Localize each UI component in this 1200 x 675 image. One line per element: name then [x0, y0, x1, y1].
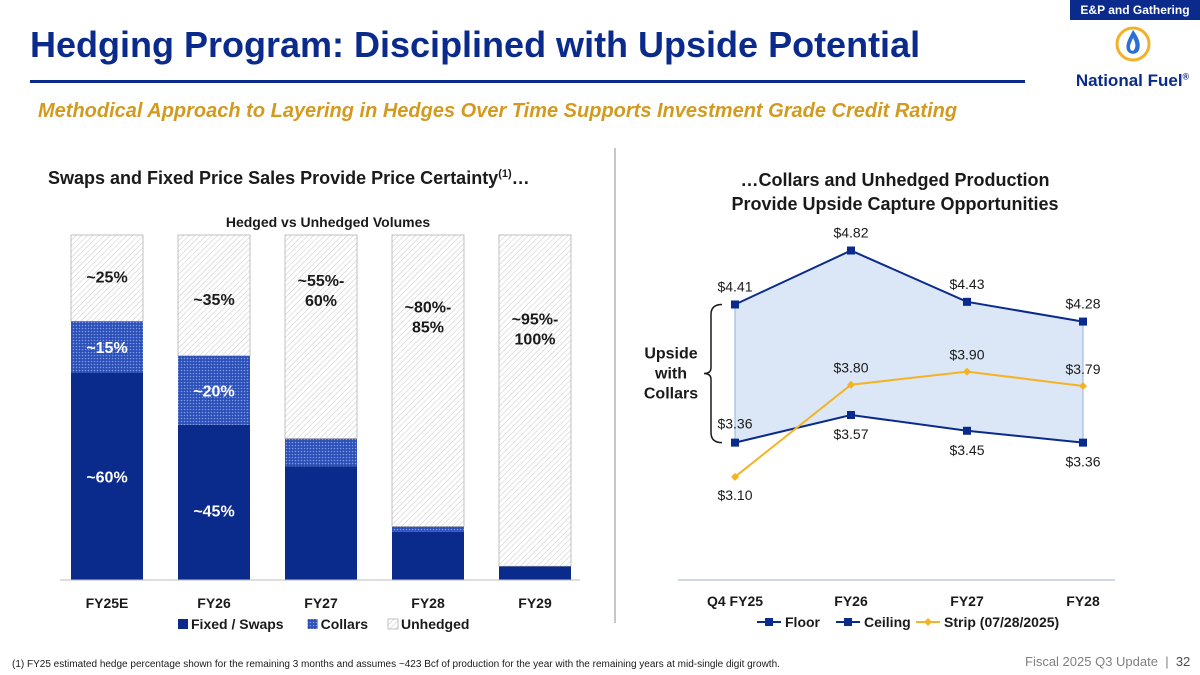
strip-label: $3.80	[833, 360, 868, 376]
data-label: ~60%	[86, 470, 127, 487]
x-tick-label: Q4 FY25	[707, 593, 763, 609]
x-tick-label: FY27	[950, 593, 984, 609]
x-tick-label: FY27	[304, 595, 338, 611]
bar-fy26-fixed-swaps	[178, 424, 250, 580]
x-tick-label: FY26	[834, 593, 868, 609]
flame-icon	[1115, 26, 1150, 62]
ceiling-label: $4.82	[833, 225, 868, 241]
data-label: ~15%	[86, 340, 127, 357]
logo-wordmark: National Fuel®	[1075, 71, 1190, 90]
data-label: ~25%	[86, 269, 127, 286]
floor-label: $3.45	[949, 442, 984, 458]
point-ceiling	[847, 246, 855, 255]
bar-fy25e-unhedged	[70, 234, 144, 322]
bar-fy26-collars	[178, 355, 250, 425]
floor-label: $3.36	[1065, 454, 1100, 470]
strip-label: $3.90	[949, 347, 984, 363]
ceiling-label: $4.41	[717, 278, 752, 294]
x-tick-label: FY29	[518, 595, 552, 611]
subtitle: Methodical Approach to Layering in Hedge…	[38, 100, 958, 122]
data-label: 60%	[305, 293, 337, 310]
title-underline	[30, 80, 1025, 83]
data-label: 100%	[515, 331, 556, 348]
legend-marker	[844, 618, 852, 626]
left-chart-heading: Swaps and Fixed Price Sales Provide Pric…	[48, 168, 530, 188]
upside-brace	[703, 303, 723, 444]
legend-label: Ceiling	[864, 614, 911, 630]
bar-fy28-collars	[392, 526, 464, 532]
floor-label: $3.36	[717, 416, 752, 432]
point-floor	[963, 426, 971, 435]
bar-fy27-fixed-swaps	[285, 466, 357, 580]
legend-label: Collars	[321, 616, 369, 632]
legend-swatch	[178, 619, 188, 629]
series-line-strip	[734, 370, 1084, 478]
data-label: ~80%-	[405, 299, 452, 316]
bar-chart-title: Hedged vs Unhedged Volumes	[226, 214, 431, 230]
right-chart-heading: …Collars and Unhedged Production Provide…	[731, 170, 1059, 214]
legend-marker	[765, 618, 773, 626]
footnote: (1) FY25 estimated hedge percentage show…	[12, 659, 780, 670]
x-tick-label: FY25E	[86, 595, 129, 611]
legend-swatch	[387, 618, 399, 630]
bar-fy25e-collars	[71, 321, 143, 373]
strip-label: $3.79	[1065, 361, 1100, 377]
ceiling-label: $4.43	[949, 276, 984, 292]
point-ceiling	[963, 297, 971, 306]
footer: Fiscal 2025 Q3 Update | 32	[1025, 654, 1191, 669]
bar-fy25e-fixed-swaps	[71, 373, 143, 580]
x-tick-label: FY26	[197, 595, 231, 611]
bar-fy28-fixed-swaps	[392, 531, 464, 580]
page-title: Hedging Program: Disciplined with Upside…	[30, 24, 921, 65]
legend-label: Unhedged	[401, 616, 469, 632]
data-label: 85%	[412, 319, 444, 336]
data-label: ~20%	[193, 383, 234, 400]
data-label: ~45%	[193, 503, 234, 520]
annotation-text: Collars	[644, 386, 698, 403]
series-line-floor	[734, 413, 1084, 444]
bar-fy29-unhedged	[498, 234, 572, 567]
bar-fy29-fixed-swaps	[499, 566, 571, 580]
annotation-text: with	[654, 366, 687, 383]
bar-fy27-unhedged	[284, 234, 358, 439]
point-floor	[847, 411, 855, 419]
floor-label: $3.57	[833, 426, 868, 442]
data-label: ~55%-	[298, 273, 345, 290]
legend-label: Floor	[785, 614, 821, 630]
legend-label: Fixed / Swaps	[191, 616, 284, 632]
company-logo: National Fuel®	[1070, 24, 1195, 94]
x-tick-label: FY28	[1066, 593, 1100, 609]
data-label: ~95%-	[512, 311, 559, 328]
legend-swatch	[307, 619, 318, 629]
point-strip	[1079, 382, 1087, 391]
x-tick-label: FY28	[411, 595, 445, 611]
section-tag: E&P and Gathering	[1070, 0, 1200, 20]
point-ceiling	[731, 300, 739, 309]
data-label: ~35%	[193, 292, 234, 309]
legend-marker	[924, 618, 932, 626]
annotation-text: Upside	[644, 346, 697, 363]
point-strip	[731, 472, 739, 481]
point-ceiling	[1079, 317, 1087, 326]
series-line-ceiling	[734, 249, 1084, 323]
bar-fy27-collars	[285, 438, 357, 467]
section-divider	[614, 148, 616, 623]
strip-label: $3.10	[717, 487, 752, 503]
legend-label: Strip (07/28/2025)	[944, 614, 1059, 630]
point-strip	[847, 380, 855, 389]
ceiling-label: $4.28	[1065, 296, 1100, 312]
point-strip	[963, 367, 971, 376]
bar-fy26-unhedged	[177, 234, 251, 357]
point-floor	[731, 438, 739, 447]
bar-fy28-unhedged	[391, 234, 465, 527]
point-floor	[1079, 438, 1087, 447]
